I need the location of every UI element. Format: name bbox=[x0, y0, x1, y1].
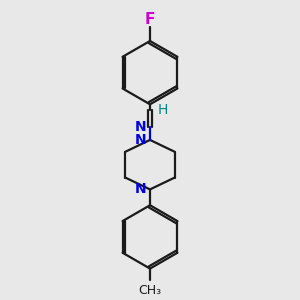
Text: CH₃: CH₃ bbox=[138, 284, 162, 297]
Text: H: H bbox=[158, 103, 168, 117]
Text: N: N bbox=[134, 120, 146, 134]
Text: N: N bbox=[134, 133, 146, 147]
Text: N: N bbox=[134, 182, 146, 197]
Text: F: F bbox=[145, 12, 155, 27]
